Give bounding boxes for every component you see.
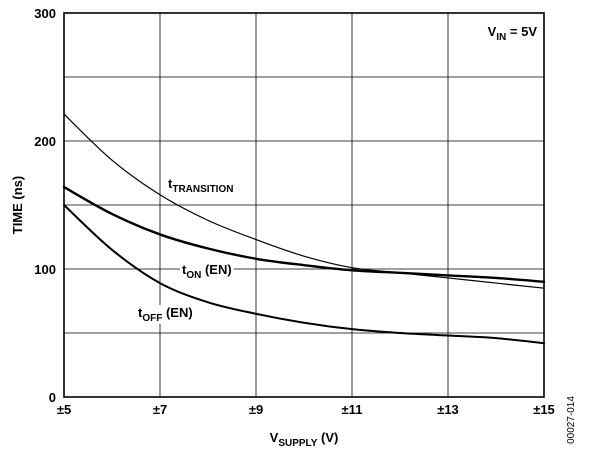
y-tick-label: 200 bbox=[34, 134, 56, 149]
x-tick-label: ±11 bbox=[342, 402, 363, 417]
series-line-2 bbox=[63, 204, 545, 345]
label-backing bbox=[136, 305, 195, 324]
series-line-1 bbox=[62, 185, 546, 283]
x-tick-label: ±9 bbox=[249, 402, 263, 417]
y-tick-labels: 0 100 200 300 bbox=[34, 6, 56, 405]
x-tick-label: ±7 bbox=[153, 402, 167, 417]
x-tick-label: ±5 bbox=[57, 402, 71, 417]
x-tick-labels: ±5 ±7 ±9 ±11 ±13 ±15 bbox=[57, 402, 555, 417]
grid bbox=[63, 12, 545, 398]
y-tick-label: 300 bbox=[34, 6, 56, 21]
x-tick-label: ±15 bbox=[533, 402, 555, 417]
series-label-off: tOFF (EN) bbox=[138, 305, 193, 324]
series-lines bbox=[62, 113, 546, 345]
label-backing bbox=[180, 262, 234, 281]
x-axis-label: VSUPPLY (V) bbox=[270, 430, 339, 449]
series-label-transition: tTRANSITION bbox=[168, 176, 233, 195]
label-backing bbox=[166, 176, 236, 195]
y-tick-label: 0 bbox=[49, 390, 56, 405]
figure-id: 00027-014 bbox=[566, 396, 577, 444]
x-tick-label: ±13 bbox=[437, 402, 459, 417]
y-axis-label: TIME (ns) bbox=[10, 176, 25, 235]
y-tick-label: 100 bbox=[34, 262, 56, 277]
series-labels: tTRANSITION tON (EN) tOFF (EN) bbox=[136, 176, 236, 324]
condition-label: VIN = 5V bbox=[488, 24, 538, 43]
series-label-on: tON (EN) bbox=[182, 262, 232, 281]
plot-frame bbox=[63, 12, 545, 398]
series-line-0 bbox=[63, 113, 545, 289]
